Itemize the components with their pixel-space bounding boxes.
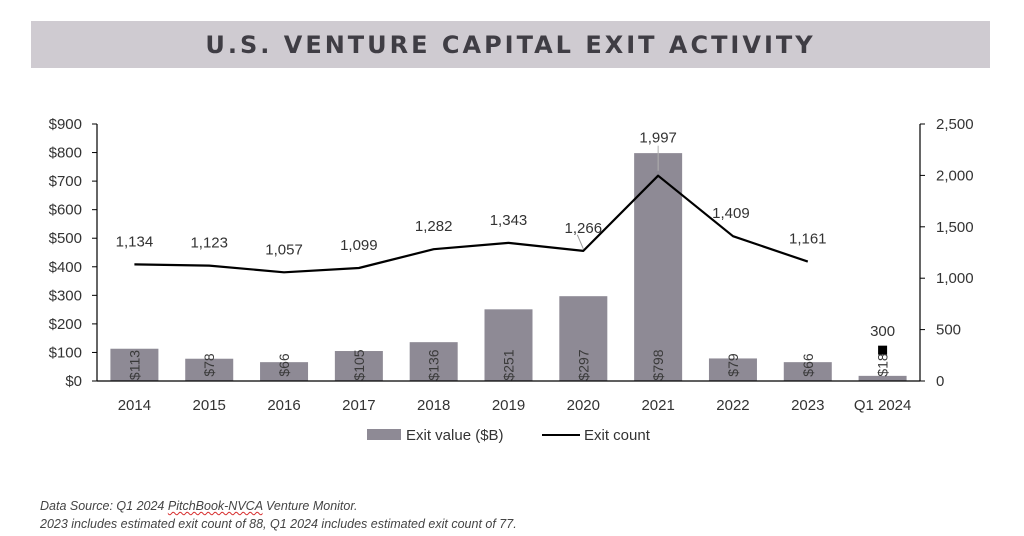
bar-value-label: $78	[201, 353, 217, 377]
footnote-estimates: 2023 includes estimated exit count of 88…	[40, 517, 517, 531]
y-right-tick-label: 500	[936, 322, 961, 339]
y-left-tick-label: $700	[49, 173, 82, 190]
y-left-tick-label: $300	[49, 287, 82, 304]
exit-count-label: 1,161	[789, 231, 827, 248]
x-tick-label: Q1 2024	[854, 397, 912, 414]
bar-value-label: $136	[426, 349, 442, 380]
y-left-tick-label: $500	[49, 230, 82, 247]
bar-2014	[110, 348, 159, 381]
exit-count-line	[134, 174, 809, 274]
bar-value-label: $105	[351, 349, 367, 380]
exit-count-label: 1,057	[265, 241, 303, 258]
y-right-tick-label: 1,000	[936, 270, 974, 287]
x-tick-label: 2014	[118, 397, 151, 414]
y-left-tick-label: $400	[49, 259, 82, 276]
exit-count-label: 1,343	[490, 212, 528, 229]
legend-swatch-exit-value	[367, 429, 401, 440]
y-right-tick-label: 2,500	[936, 116, 974, 133]
bar-value-label: $297	[575, 349, 591, 380]
footnote-source: Data Source: Q1 2024 PitchBook-NVCA Vent…	[40, 499, 358, 513]
y-left-tick-label: $600	[49, 202, 82, 219]
bar-value-label: $251	[501, 349, 517, 380]
x-tick-label: 2016	[267, 397, 300, 414]
bar-value-label: $79	[725, 353, 741, 377]
x-tick-label: 2021	[641, 397, 674, 414]
x-tick-label: 2023	[791, 397, 824, 414]
bar-2023	[783, 362, 832, 381]
bar-2021	[634, 153, 683, 381]
x-tick-label: 2019	[492, 397, 525, 414]
exit-count-marker-label: 300	[870, 323, 895, 340]
exit-count-marker-q1-2024	[878, 345, 888, 355]
bar-2018	[409, 342, 458, 381]
x-tick-label: 2015	[193, 397, 226, 414]
bar-2022	[708, 358, 757, 381]
exit-count-label: 1,099	[340, 237, 378, 254]
bar-value-label: $18	[875, 353, 891, 377]
exit-count-label: 1,123	[190, 235, 228, 252]
y-left-tick-label: $900	[49, 116, 82, 133]
y-right-tick-label: 1,500	[936, 219, 974, 236]
bar-2015	[185, 358, 234, 381]
x-tick-label: 2018	[417, 397, 450, 414]
y-left-tick-label: $0	[65, 373, 82, 390]
bar-value-label: $66	[276, 353, 292, 377]
legend-label-exit-value: Exit value ($B)	[406, 427, 504, 444]
x-tick-label: 2017	[342, 397, 375, 414]
y-right-tick-label: 2,000	[936, 167, 974, 184]
bar-value-label: $113	[126, 350, 142, 380]
exit-count-label: 1,134	[116, 233, 154, 250]
bar-value-label: $798	[650, 349, 666, 380]
bar-2017	[334, 351, 383, 381]
title-banner: U.S. VENTURE CAPITAL EXIT ACTIVITY	[31, 21, 990, 68]
y-left-tick-label: $100	[49, 344, 82, 361]
y-left-tick-label: $800	[49, 145, 82, 162]
bar-value-label: $66	[800, 353, 816, 377]
y-right-tick-label: 0	[936, 373, 944, 390]
legend-label-exit-count: Exit count	[584, 427, 651, 444]
y-left-tick-label: $200	[49, 316, 82, 333]
bar-2016	[260, 362, 309, 381]
bar-2019	[484, 309, 533, 381]
exit-count-label: 1,997	[639, 130, 677, 147]
chart-area: $0 $100 $200 $300 $400 $500 $600 $700 $800 $900 0 5…	[49, 116, 974, 444]
exit-count-label: 1,409	[712, 205, 750, 222]
bar-2020	[559, 296, 608, 381]
label-leader-line	[576, 234, 584, 250]
chart-title: U.S. VENTURE CAPITAL EXIT ACTIVITY	[205, 30, 816, 59]
x-tick-label: 2022	[716, 397, 749, 414]
x-tick-label: 2020	[567, 397, 600, 414]
exit-count-label: 1,282	[415, 218, 453, 235]
exit-count-label: 1,266	[565, 220, 603, 237]
bar-q1-2024	[858, 375, 907, 381]
